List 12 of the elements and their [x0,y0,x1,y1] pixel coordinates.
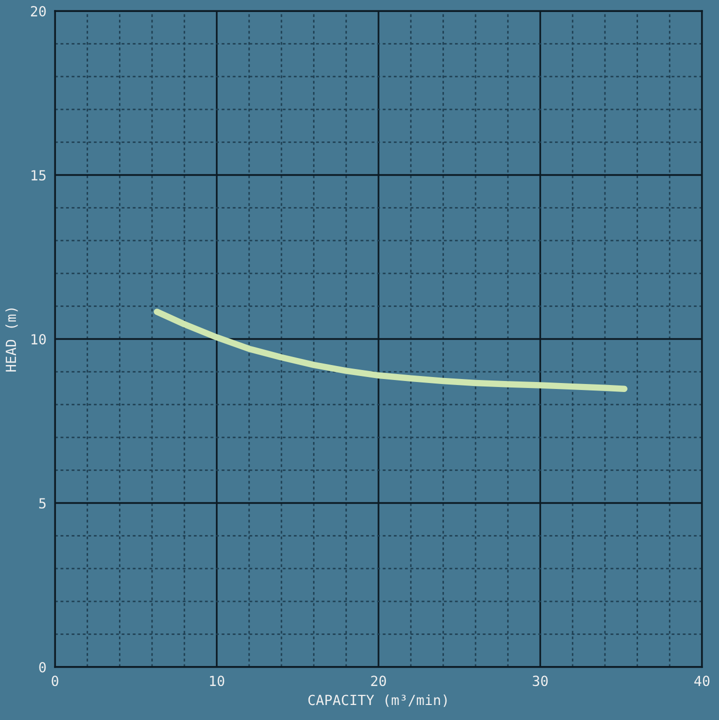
x-axis-title: CAPACITY (m³/min) [308,694,447,707]
y-tick-label: 15 [32,170,46,181]
x-tick-label: 0 [52,676,58,686]
y-tick-label: 5 [39,498,46,509]
x-tick-label: 10 [210,676,224,686]
x-tick-label: 40 [694,676,710,686]
y-axis-title: HEAD (m) [5,308,18,372]
y-tick-label: 10 [32,334,46,345]
x-tick-label: 20 [371,676,386,686]
y-tick-label: 0 [39,662,46,673]
y-tick-label: 20 [30,6,46,17]
x-tick-label: 30 [532,676,548,686]
